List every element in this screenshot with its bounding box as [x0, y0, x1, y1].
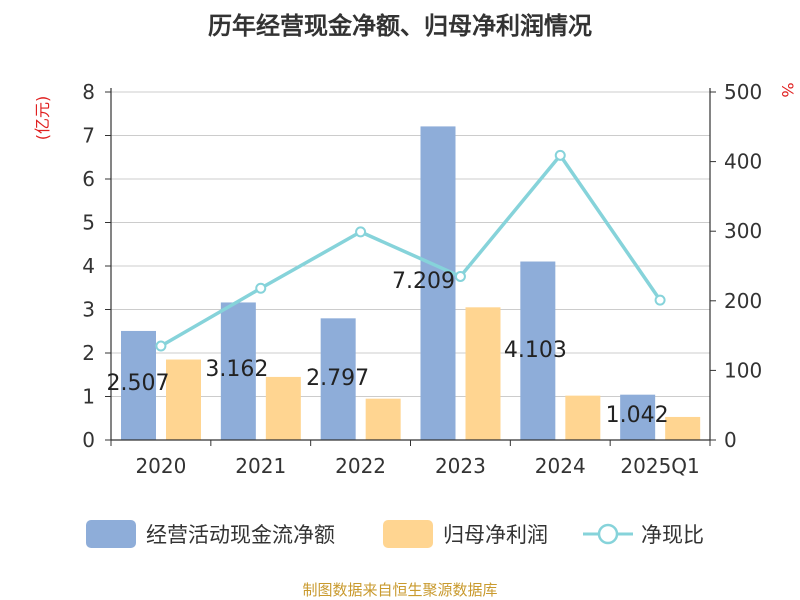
- legend-swatch-net-profit: [383, 520, 433, 548]
- left-axis-tick-label: 0: [82, 428, 95, 452]
- bar-net-profit: [565, 395, 601, 440]
- bar-operating-cash-flow: [121, 330, 156, 440]
- right-axis-tick-label: 500: [724, 80, 762, 104]
- left-axis-tick-label: 6: [82, 167, 95, 191]
- legend-label-ratio: 净现比: [641, 523, 704, 547]
- left-axis-tick-label: 8: [82, 80, 95, 104]
- source-note: 制图数据来自恒生聚源数据库: [302, 581, 498, 599]
- point-ratio: [454, 270, 466, 282]
- right-axis-label: %: [778, 82, 797, 97]
- left-axis-tick-label: 3: [82, 298, 95, 322]
- legend-item-ratio[interactable]: 净现比: [583, 516, 704, 552]
- bar-net-profit: [265, 376, 301, 440]
- point-ratio: [355, 226, 367, 238]
- legend-item-net-profit[interactable]: 归母净利润: [383, 516, 548, 552]
- legend-line-icon-ratio: [583, 523, 633, 545]
- right-axis-tick-label: 400: [724, 150, 762, 174]
- right-axis-tick-label: 300: [724, 219, 762, 243]
- x-axis-tick-label: 2021: [235, 454, 286, 478]
- point-ratio: [654, 294, 666, 306]
- bar-operating-cash-flow: [320, 318, 356, 440]
- left-axis-label: (亿元): [33, 96, 52, 141]
- data-label-operating-cash-flow: 4.103: [504, 338, 567, 363]
- chart-title: 历年经营现金净额、归母净利润情况: [208, 12, 592, 40]
- point-ratio: [554, 149, 566, 161]
- legend-swatch-operating-cash-flow: [86, 520, 136, 548]
- left-axis-tick-label: 2: [82, 341, 95, 365]
- right-axis-tick-label: 0: [724, 428, 737, 452]
- bar-operating-cash-flow: [420, 126, 456, 440]
- legend-label-operating-cash-flow: 经营活动现金流净额: [146, 523, 335, 547]
- bar-operating-cash-flow: [620, 394, 656, 440]
- legend-item-operating-cash-flow[interactable]: 经营活动现金流净额: [86, 516, 335, 552]
- left-axis-tick-label: 1: [82, 385, 95, 409]
- bar-net-profit: [365, 398, 401, 440]
- left-axis-tick-label: 7: [82, 124, 95, 148]
- legend-label-net-profit: 归母净利润: [443, 523, 548, 547]
- legend: 经营活动现金流净额 归母净利润 净现比: [0, 516, 800, 556]
- point-ratio: [255, 282, 267, 294]
- data-label-operating-cash-flow: 3.162: [205, 357, 268, 382]
- point-ratio: [155, 340, 167, 352]
- bar-net-profit: [665, 416, 701, 440]
- x-axis-tick-label: 2024: [535, 454, 586, 478]
- bar-net-profit: [166, 359, 201, 440]
- x-axis-tick-label: 2022: [335, 454, 386, 478]
- right-axis-tick-label: 200: [724, 289, 762, 313]
- bar-operating-cash-flow: [220, 302, 256, 440]
- x-axis-tick-label: 2025Q1: [620, 454, 699, 478]
- data-label-operating-cash-flow: 2.797: [306, 366, 369, 391]
- right-axis-tick-label: 100: [724, 358, 762, 382]
- left-axis-tick-label: 4: [82, 254, 95, 278]
- data-label-operating-cash-flow: 7.209: [392, 269, 455, 294]
- data-label-operating-cash-flow: 1.042: [606, 403, 669, 428]
- bar-operating-cash-flow: [520, 261, 556, 440]
- x-axis-tick-label: 2023: [435, 454, 486, 478]
- left-axis-tick-label: 5: [82, 211, 95, 235]
- bar-net-profit: [465, 307, 501, 440]
- data-label-operating-cash-flow: 2.507: [107, 371, 170, 396]
- x-axis-tick-label: 2020: [135, 454, 186, 478]
- line-ratio: [160, 153, 662, 348]
